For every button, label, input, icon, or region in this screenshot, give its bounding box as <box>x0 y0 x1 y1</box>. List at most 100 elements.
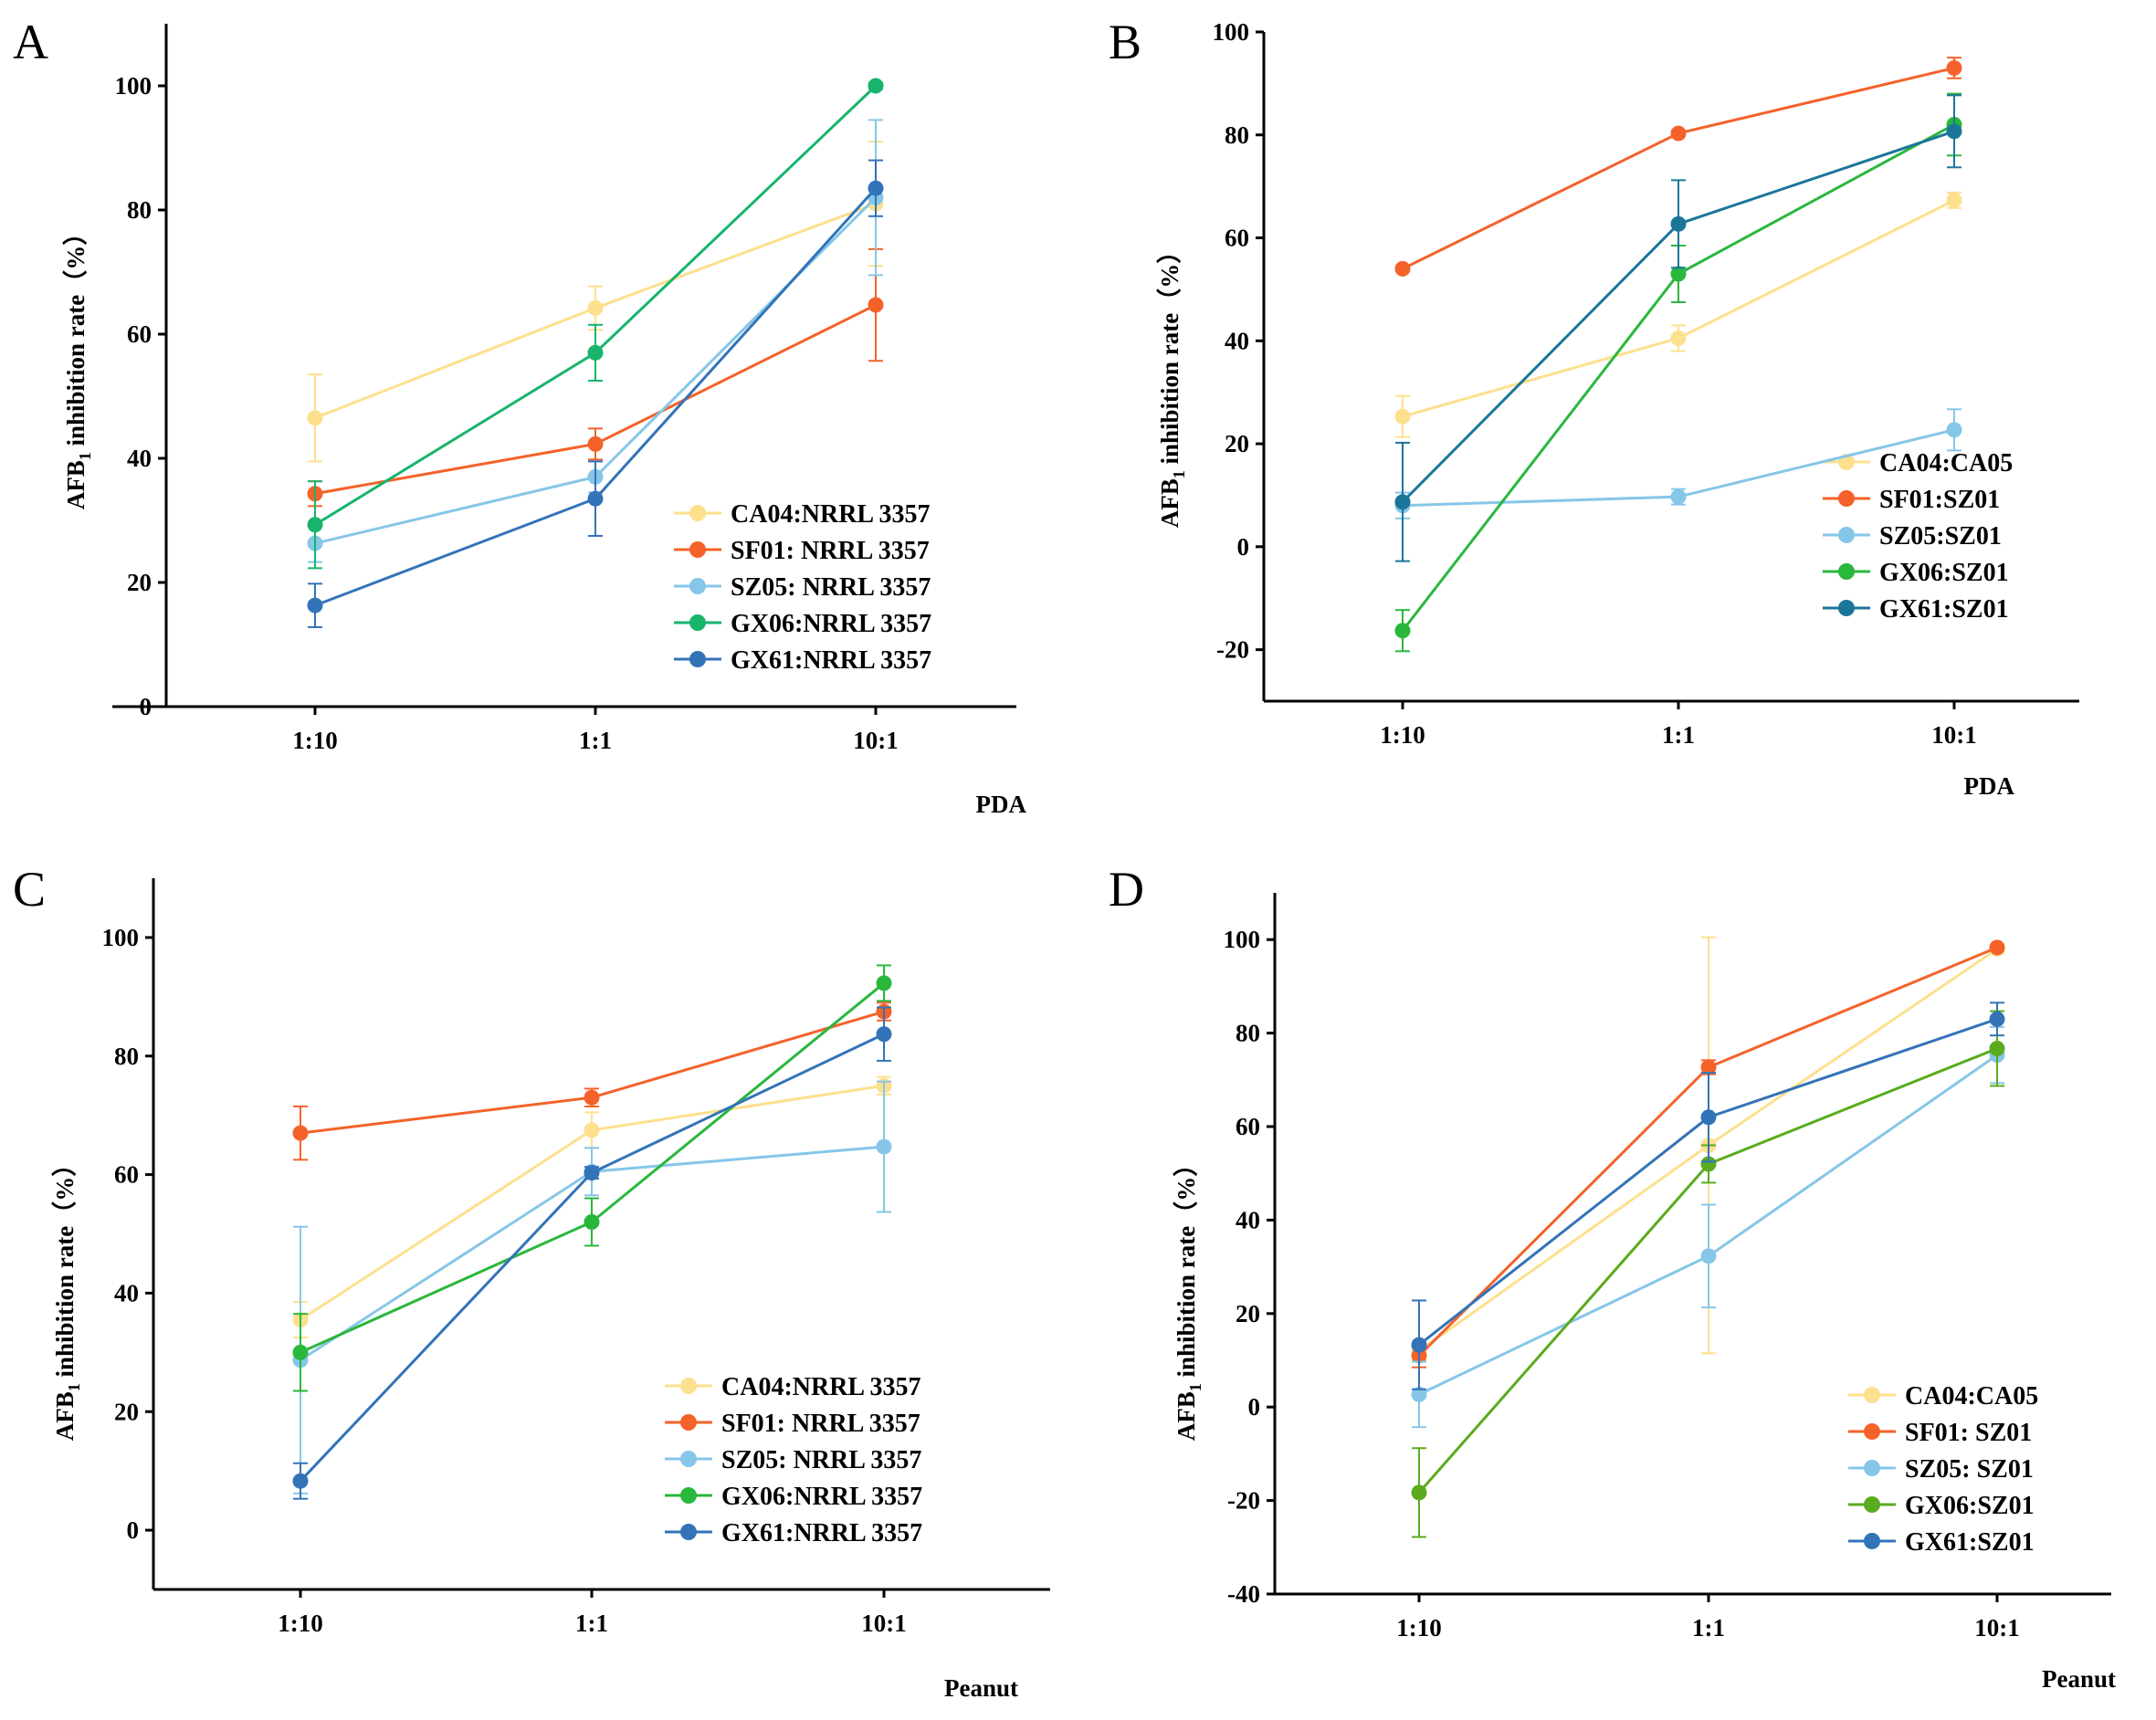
x-axis-label: Peanut <box>944 1674 1018 1702</box>
data-point <box>584 1165 600 1181</box>
data-point <box>292 1473 309 1489</box>
legend-marker <box>1864 1496 1880 1513</box>
data-point <box>868 180 884 196</box>
data-point <box>1411 1337 1427 1353</box>
series-5 <box>1394 94 1962 562</box>
y-tick-label: 40 <box>114 1279 139 1306</box>
series-2 <box>1411 939 2005 1369</box>
data-point <box>868 78 884 94</box>
series-4 <box>1411 1010 2005 1538</box>
series-1 <box>1394 191 1962 438</box>
chart-panel-D: D -40 -20 0 20 40 60 80 100 1:10 1:1 10:1 Peanut AFB1… <box>1109 862 2116 1693</box>
data-point <box>1700 1248 1717 1264</box>
data-point <box>1670 215 1687 232</box>
x-tick-label: 10:1 <box>853 727 899 754</box>
legend-marker <box>1864 1423 1880 1440</box>
legend-item: GX61:NRRL 3357 <box>674 646 931 675</box>
y-tick-label: 20 <box>127 569 152 596</box>
series-4 <box>307 78 884 570</box>
legend-item: SZ05: SZ01 <box>1848 1455 2034 1484</box>
legend-marker <box>680 1524 697 1540</box>
series-5 <box>292 1006 892 1500</box>
legend-item: GX06:NRRL 3357 <box>674 610 931 638</box>
data-point <box>1946 192 1962 208</box>
y-axis-label: AFB1 inhibition rate（%） <box>1156 239 1188 529</box>
legend-marker <box>689 578 706 594</box>
data-point <box>1946 422 1962 438</box>
y-tick-label: 20 <box>1225 430 1249 457</box>
legend-label: GX61:SZ01 <box>1905 1528 2035 1557</box>
x-axis-label: PDA <box>976 791 1027 818</box>
data-point <box>1946 123 1962 140</box>
legend-marker <box>1864 1387 1880 1403</box>
series-4 <box>1394 92 1962 653</box>
chart-panel-A: A 0 20 40 60 80 100 1:10 1:1 10:1 PDA AFB1 inhibiti… <box>13 15 1026 818</box>
data-point <box>1700 1059 1717 1075</box>
legend-item: GX61:SZ01 <box>1848 1528 2035 1557</box>
legend-item: SZ05: NRRL 3357 <box>674 573 931 602</box>
x-tick-label: 1:1 <box>579 727 612 754</box>
data-point <box>1700 1156 1717 1172</box>
data-point <box>876 975 892 991</box>
legend-marker <box>689 505 706 521</box>
legend-item: CA04:CA05 <box>1823 449 2013 477</box>
data-point <box>587 299 604 316</box>
legend-label: CA04:NRRL 3357 <box>731 500 931 529</box>
legend-marker <box>1838 527 1855 543</box>
data-point <box>1700 1109 1717 1126</box>
data-point <box>307 410 323 426</box>
y-tick-label: 0 <box>1248 1393 1261 1421</box>
legend-label: GX61:SZ01 <box>1879 595 2009 624</box>
panel-letter: C <box>13 862 46 917</box>
legend-item: GX06:NRRL 3357 <box>665 1483 922 1511</box>
y-axis-label: AFB1 inhibition rate（%） <box>51 1152 83 1442</box>
legend-label: SZ05: SZ01 <box>1905 1455 2034 1484</box>
data-point <box>1394 494 1411 510</box>
data-point <box>587 490 604 507</box>
x-axis-label: PDA <box>1964 772 2015 800</box>
x-tick-label: 10:1 <box>1931 721 1977 749</box>
legend-label: SZ05: NRRL 3357 <box>721 1446 921 1474</box>
series-2 <box>1394 57 1962 277</box>
x-tick-label: 1:10 <box>292 727 338 754</box>
data-point <box>1946 59 1962 76</box>
legend-marker <box>680 1487 697 1504</box>
x-tick-label: 1:1 <box>1692 1614 1725 1641</box>
legend-marker <box>680 1451 697 1467</box>
y-tick-label: 60 <box>1225 225 1249 252</box>
data-point <box>587 435 604 452</box>
y-tick-label: 60 <box>114 1161 139 1189</box>
y-axis-label: AFB1 inhibition rate（%） <box>62 221 94 510</box>
x-tick-label: 1:1 <box>575 1610 608 1637</box>
legend-item: SF01: NRRL 3357 <box>665 1410 920 1438</box>
legend-label: SF01: NRRL 3357 <box>721 1410 920 1438</box>
data-point <box>1394 408 1411 425</box>
data-point <box>1670 125 1687 142</box>
data-point <box>1411 1386 1427 1402</box>
legend-item: CA04:CA05 <box>1848 1382 2038 1411</box>
legend-label: GX06:NRRL 3357 <box>721 1483 922 1511</box>
x-tick-label: 1:10 <box>1380 721 1425 749</box>
y-tick-label: 20 <box>1236 1300 1260 1327</box>
data-point <box>1989 1011 2005 1027</box>
chart-panel-C: C 0 20 40 60 80 100 1:10 1:1 10:1 Peanut AFB1 inhib… <box>13 862 1050 1702</box>
y-tick-label: -20 <box>1216 636 1249 664</box>
legend-label: CA04:CA05 <box>1905 1382 2038 1411</box>
legend-item: SZ05:SZ01 <box>1823 522 2002 551</box>
data-point <box>1394 623 1411 639</box>
legend-item: GX61:NRRL 3357 <box>665 1519 922 1547</box>
data-point <box>876 1026 892 1043</box>
legend-item: SF01:SZ01 <box>1823 486 2000 514</box>
legend-label: GX06:SZ01 <box>1905 1492 2035 1520</box>
y-tick-label: 40 <box>1225 327 1249 354</box>
x-tick-label: 1:10 <box>1396 1614 1442 1641</box>
y-tick-label: 20 <box>114 1398 139 1425</box>
legend-label: SF01:SZ01 <box>1879 486 2000 514</box>
legend-marker <box>1838 563 1855 580</box>
y-tick-label: 100 <box>1224 926 1261 953</box>
chart-panel-B: B -20 0 20 40 60 80 100 1:10 1:1 10:1 PDA AFB1 inhib… <box>1109 15 2079 800</box>
data-point <box>1989 939 2005 956</box>
legend-item: SZ05: NRRL 3357 <box>665 1446 921 1474</box>
legend-marker <box>1838 490 1855 507</box>
y-tick-label: 40 <box>127 445 152 472</box>
